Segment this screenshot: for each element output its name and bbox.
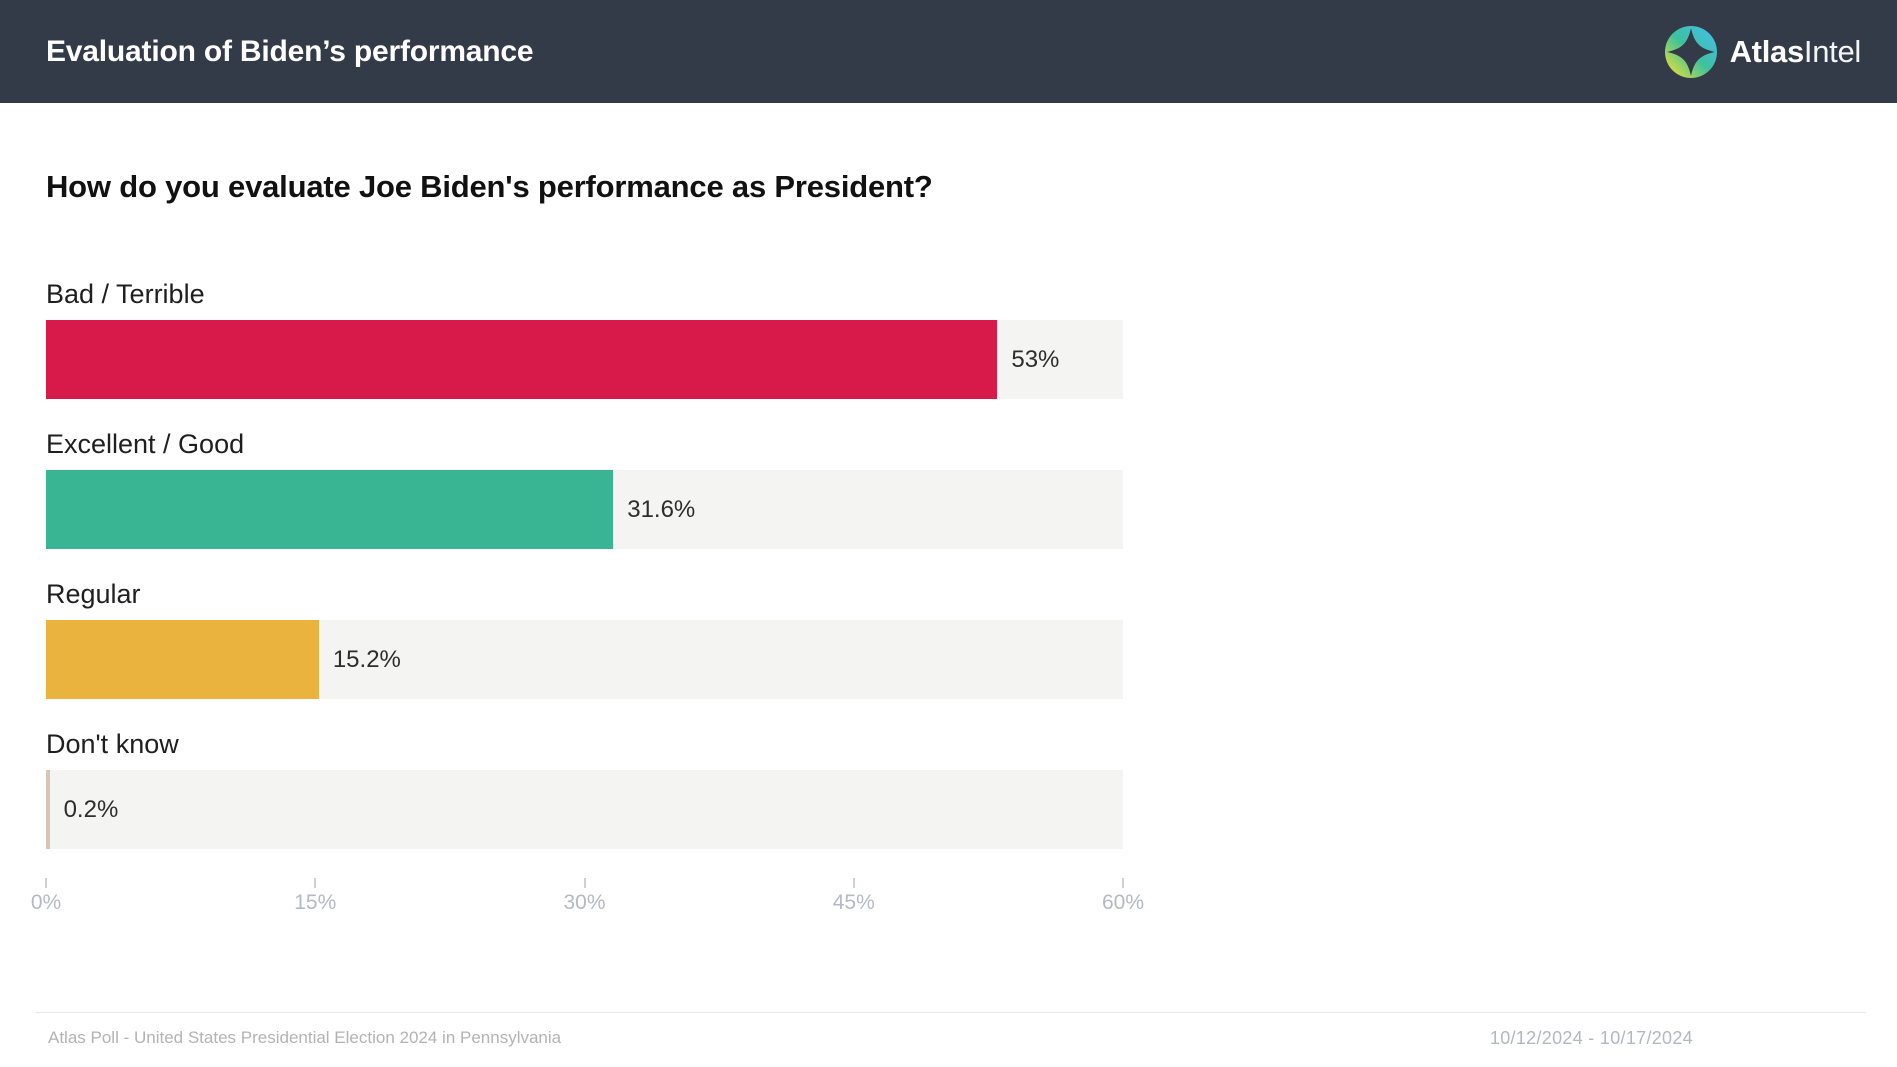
bar-row: Don't know 0.2% — [46, 728, 1123, 849]
x-axis-tick — [583, 878, 586, 888]
bar-row: Bad / Terrible 53% — [46, 278, 1123, 399]
bar-category-label: Don't know — [46, 729, 179, 759]
x-axis-tick-label: 45% — [832, 891, 875, 914]
x-axis-tick-label: 30% — [563, 891, 606, 914]
bar-category-label: Excellent / Good — [46, 429, 245, 459]
x-axis-tick — [45, 878, 47, 888]
brand-name-light: Intel — [1803, 33, 1861, 69]
atlasintel-logo-icon — [1664, 25, 1717, 78]
x-axis-tick — [1122, 878, 1124, 888]
bar-fill — [46, 770, 50, 849]
bar-chart: Bad / Terrible 53% Excellent / Good 31.6% Re… — [46, 278, 1123, 849]
bar-value-label: 15.2% — [332, 645, 401, 673]
x-axis-tick-label: 60% — [1101, 891, 1145, 914]
bar-track: 31.6% — [46, 470, 1123, 549]
x-axis-tick — [852, 878, 855, 888]
x-axis-tick-label: 15% — [294, 891, 337, 914]
bar-row: Excellent / Good 31.6% — [46, 428, 1123, 549]
bar-fill — [46, 470, 614, 549]
footer-date-range: 10/12/2024 - 10/17/2024 — [1489, 1028, 1693, 1048]
x-axis-tick-label: 0% — [30, 891, 62, 914]
x-axis: 0% 15% 30% 45% 60% — [31, 878, 1144, 918]
footer: Atlas Poll - United States Presidential … — [36, 1012, 1866, 1067]
bar-value-label: 53% — [1011, 345, 1060, 373]
bar-row: Regular 15.2% — [46, 578, 1123, 699]
bar-track: 15.2% — [46, 620, 1123, 699]
header-title: Evaluation of Biden’s performance — [46, 34, 534, 68]
bar-category-label: Regular — [46, 579, 141, 609]
bar-fill — [46, 620, 319, 699]
bar-fill — [46, 320, 998, 399]
compass-star-icon — [1666, 27, 1715, 76]
brand-name: AtlasIntel — [1729, 33, 1862, 70]
header-bar: Evaluation of Biden’s performance AtlasI… — [0, 0, 1897, 103]
footer-source-text: Atlas Poll - United States Presidential … — [48, 1028, 562, 1047]
bar-value-label: 31.6% — [627, 495, 696, 523]
bar-track: 0.2% — [46, 770, 1123, 849]
brand-name-bold: Atlas — [1729, 33, 1805, 69]
bar-track: 53% — [46, 320, 1123, 399]
x-axis-tick — [314, 878, 317, 888]
chart-question-title: How do you evaluate Joe Biden's performa… — [46, 169, 933, 204]
brand-logo: AtlasIntel — [1664, 25, 1862, 78]
bar-category-label: Bad / Terrible — [46, 279, 205, 309]
bar-value-label: 0.2% — [63, 795, 119, 823]
